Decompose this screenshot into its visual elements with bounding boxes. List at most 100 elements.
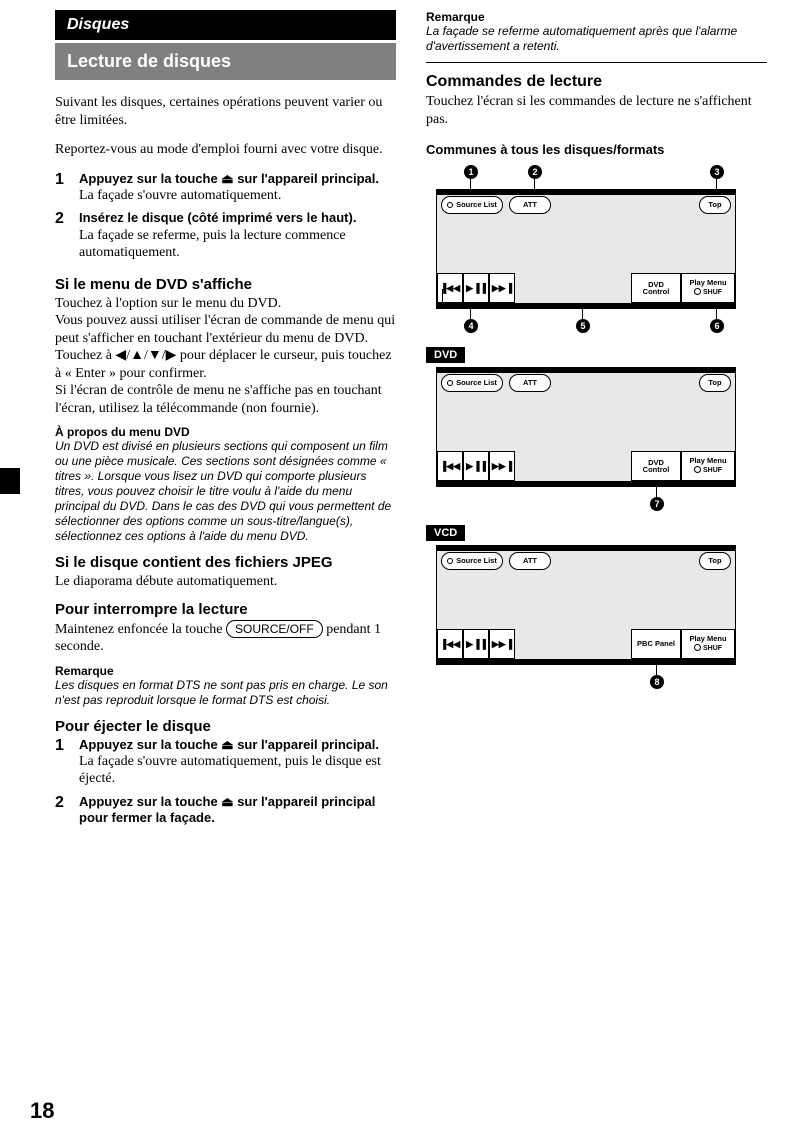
- dot-icon: [447, 558, 453, 564]
- facade-note-body: La façade se referme automatiquement apr…: [426, 24, 767, 54]
- callout-line: [470, 303, 471, 319]
- dvd-menu-body: Touchez à l'option sur le menu du DVD. V…: [55, 295, 396, 418]
- prev-button[interactable]: ▐◀◀: [437, 273, 463, 303]
- intro-paragraph-1: Suivant les disques, certaines opération…: [55, 94, 396, 129]
- step-item: 1 Appuyez sur la touche ⏏ sur l'appareil…: [55, 171, 396, 205]
- left-column: Disques Lecture de disques Suivant les d…: [55, 10, 396, 840]
- step-instruction: Appuyez sur la touche ⏏ sur l'appareil p…: [79, 737, 396, 753]
- eject-steps: 1 Appuyez sur la touche ⏏ sur l'appareil…: [55, 737, 396, 827]
- prev-icon: ▐◀◀: [440, 640, 460, 649]
- common-controls-title: Communes à tous les disques/formats: [426, 142, 767, 157]
- callout-3: 3: [710, 165, 724, 179]
- source-off-button-label: SOURCE/OFF: [226, 620, 323, 638]
- play-pause-icon: ▶▐▐: [466, 640, 486, 649]
- stop-body: Maintenez enfoncée la touche SOURCE/OFF …: [55, 620, 396, 656]
- callout-6: 6: [710, 319, 724, 333]
- stop-note-body: Les disques en format DTS ne sont pas pr…: [55, 678, 396, 708]
- callout-7: 7: [650, 497, 664, 511]
- att-button[interactable]: ATT: [509, 374, 551, 392]
- prev-icon: ▐◀◀: [440, 462, 460, 471]
- next-icon: ▶▶▐: [492, 462, 512, 471]
- facade-note-heading: Remarque: [426, 10, 767, 24]
- screen-bottom-stripe: [437, 659, 735, 664]
- screen-panel: Source List ATT Top ▐◀◀ ▶▐▐ ▶▶▐ DVD Cont…: [436, 189, 736, 309]
- callout-line: [442, 308, 583, 309]
- dvd-control-button[interactable]: DVD Control: [631, 273, 681, 303]
- top-button[interactable]: Top: [699, 552, 731, 570]
- top-button[interactable]: Top: [699, 374, 731, 392]
- next-button[interactable]: ▶▶▐: [489, 451, 515, 481]
- play-pause-button[interactable]: ▶▐▐: [463, 629, 489, 659]
- source-list-button[interactable]: Source List: [441, 374, 503, 392]
- step-number: 2: [55, 210, 69, 261]
- stop-note-heading: Remarque: [55, 664, 396, 678]
- dvd-tag: DVD: [426, 347, 465, 363]
- shuffle-icon: [694, 288, 701, 295]
- top-button[interactable]: Top: [699, 196, 731, 214]
- callout-line: [582, 309, 583, 319]
- play-pause-button[interactable]: ▶▐▐: [463, 451, 489, 481]
- step-detail: La façade se referme, puis la lecture co…: [79, 227, 396, 262]
- play-menu-button[interactable]: Play Menu SHUF: [681, 629, 735, 659]
- callout-line: [470, 302, 510, 303]
- intro-paragraph-2: Reportez-vous au mode d'emploi fourni av…: [55, 141, 396, 159]
- right-column: Remarque La façade se referme automatiqu…: [426, 10, 767, 840]
- step-instruction: Insérez le disque (côté imprimé vers le …: [79, 210, 396, 226]
- next-button[interactable]: ▶▶▐: [489, 273, 515, 303]
- shuffle-icon: [694, 466, 701, 473]
- dvd-menu-heading: Si le menu de DVD s'affiche: [55, 276, 396, 293]
- screen-bottom-bar: ▐◀◀ ▶▐▐ ▶▶▐ DVD Control Play Menu SHUF: [437, 451, 735, 481]
- next-icon: ▶▶▐: [492, 284, 512, 293]
- dvd-about-heading: À propos du menu DVD: [55, 425, 396, 439]
- jpeg-heading: Si le disque contient des fichiers JPEG: [55, 554, 396, 571]
- screen-mid-area: Source List ATT Top ▐◀◀ ▶▐▐ ▶▶▐ DVD Cont…: [437, 195, 735, 303]
- next-icon: ▶▶▐: [492, 640, 512, 649]
- screen-top-bar: Source List ATT Top: [437, 195, 735, 215]
- play-menu-button[interactable]: Play Menu SHUF: [681, 451, 735, 481]
- dot-icon: [447, 380, 453, 386]
- step-item: 2 Appuyez sur la touche ⏏ sur l'appareil…: [55, 794, 396, 827]
- att-button[interactable]: ATT: [509, 196, 551, 214]
- play-pause-button[interactable]: ▶▐▐: [463, 273, 489, 303]
- dot-icon: [447, 202, 453, 208]
- vcd-tag: VCD: [426, 525, 465, 541]
- pbc-panel-button[interactable]: PBC Panel: [631, 629, 681, 659]
- eject-heading: Pour éjecter le disque: [55, 718, 396, 735]
- step-item: 2 Insérez le disque (côté imprimé vers l…: [55, 210, 396, 261]
- screen-bottom-bar: ▐◀◀ ▶▐▐ ▶▶▐ DVD Control Play Menu SHUF: [437, 273, 735, 303]
- callout-5: 5: [576, 319, 590, 333]
- step-instruction: Appuyez sur la touche ⏏ sur l'appareil p…: [79, 171, 379, 187]
- source-list-button[interactable]: Source List: [441, 552, 503, 570]
- screen-panel: Source List ATT Top ▐◀◀ ▶▐▐ ▶▶▐ PBC Pane…: [436, 545, 736, 665]
- callout-4: 4: [464, 319, 478, 333]
- callout-line: [716, 303, 717, 319]
- prev-button[interactable]: ▐◀◀: [437, 451, 463, 481]
- page-number: 18: [30, 1098, 54, 1124]
- common-controls-diagram: 1 2 3 Source List ATT Top ▐◀◀ ▶▐▐: [436, 165, 767, 333]
- callout-line: [442, 289, 443, 309]
- section-divider: [426, 62, 767, 63]
- source-list-button[interactable]: Source List: [441, 196, 503, 214]
- play-pause-icon: ▶▐▐: [466, 462, 486, 471]
- title-banner: Lecture de disques: [55, 43, 396, 80]
- screen-bottom-stripe: [437, 481, 735, 486]
- prev-button[interactable]: ▐◀◀: [437, 629, 463, 659]
- callout-1: 1: [464, 165, 478, 179]
- section-side-tab: [0, 468, 20, 494]
- shuffle-icon: [694, 644, 701, 651]
- screen-mid-area: Source List ATT Top ▐◀◀ ▶▐▐ ▶▶▐ PBC Pane…: [437, 551, 735, 659]
- dvd-control-button[interactable]: DVD Control: [631, 451, 681, 481]
- screen-panel: Source List ATT Top ▐◀◀ ▶▐▐ ▶▶▐ DVD Cont…: [436, 367, 736, 487]
- step-number: 2: [55, 794, 69, 827]
- play-menu-button[interactable]: Play Menu SHUF: [681, 273, 735, 303]
- next-button[interactable]: ▶▶▐: [489, 629, 515, 659]
- step-item: 1 Appuyez sur la touche ⏏ sur l'appareil…: [55, 737, 396, 788]
- dvd-about-body: Un DVD est divisé en plusieurs sections …: [55, 439, 396, 544]
- step-detail: La façade s'ouvre automatiquement, puis …: [79, 753, 396, 788]
- att-button[interactable]: ATT: [509, 552, 551, 570]
- step-instruction: Appuyez sur la touche ⏏ sur l'appareil p…: [79, 794, 396, 827]
- screen-mid-area: Source List ATT Top ▐◀◀ ▶▐▐ ▶▶▐ DVD Cont…: [437, 373, 735, 481]
- callout-line: [656, 659, 657, 675]
- screen-top-bar: Source List ATT Top: [437, 551, 735, 571]
- callout-2: 2: [528, 165, 542, 179]
